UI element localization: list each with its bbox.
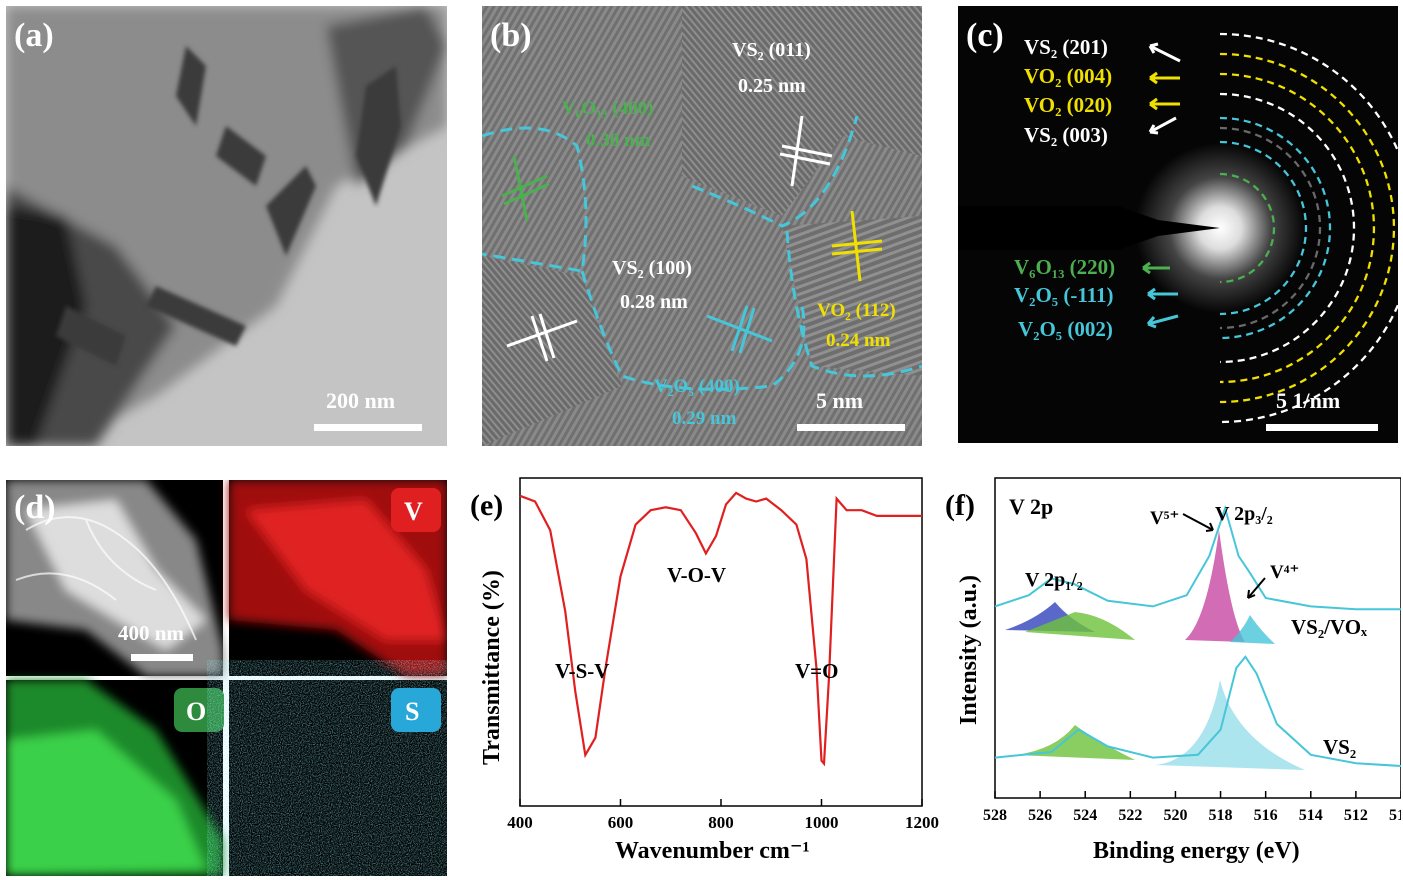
panel-b-hrtem-image: (b) VS₂ (011) 0.25 nm V₆O₁₃ (400) 0.30 n… xyxy=(482,6,922,446)
ring-label-2: VO₂ (004) xyxy=(1024,64,1112,88)
ring-label-3: VO₂ (020) xyxy=(1024,93,1112,117)
xps-x-axis-title: Binding energy (eV) xyxy=(1093,838,1300,864)
xps-peak-v2p32: V 2p₃/₂ xyxy=(1215,503,1273,525)
xps-x-tick-label: 528 xyxy=(983,807,1007,824)
xps-x-tick-label: 524 xyxy=(1073,807,1097,824)
ftir-plot-frame xyxy=(519,477,923,807)
panel-d-scale-bar xyxy=(131,654,193,661)
ftir-y-axis-title: Transmittance (%) xyxy=(479,570,505,765)
v2o5-400-label: V₂O₅ (400) xyxy=(654,376,740,397)
panel-f-label: (f) xyxy=(945,489,975,522)
ring-label-7: V₂O₅ (002) xyxy=(1018,317,1113,341)
ring-label-4: VS₂ (003) xyxy=(1024,123,1108,147)
xps-peak-v2p: V 2p xyxy=(1009,494,1053,519)
ftir-x-tick-label: 600 xyxy=(608,813,634,832)
panel-f-xps-chart: 528526524522520518516514512510 (f) V 2p … xyxy=(945,470,1401,875)
panel-d-eds-maps: V O S (d) 400 nm xyxy=(6,480,447,876)
ftir-peak-vo: V=O xyxy=(795,659,838,683)
panel-a-label: (a) xyxy=(14,17,54,54)
panel-d-label: (d) xyxy=(14,489,56,526)
ftir-x-axis-title: Wavenumber cm⁻¹ xyxy=(615,838,810,864)
xps-peak-v4plus: V⁴⁺ xyxy=(1270,562,1299,583)
vo2-112-label: VO₂ (112) xyxy=(817,300,896,321)
xps-x-tick-label: 522 xyxy=(1118,807,1142,824)
vs2-100-label: VS₂ (100) xyxy=(612,257,692,279)
xps-y-axis-title: Intensity (a.u.) xyxy=(956,575,982,725)
ftir-peak-vsv: V-S-V xyxy=(555,659,609,683)
xps-trace-label-vs2-vox: VS₂/VOₓ xyxy=(1291,615,1368,639)
vs2-011-spacing: 0.25 nm xyxy=(738,75,806,97)
s-element-map: S xyxy=(229,680,447,876)
ftir-x-tick-label: 1000 xyxy=(805,813,839,832)
xps-x-tick-label: 510 xyxy=(1389,807,1401,824)
o-element-map: O xyxy=(6,680,224,876)
o-map-label: O xyxy=(186,697,206,726)
xps-x-tick-label: 516 xyxy=(1254,807,1278,824)
xps-x-tick-label: 512 xyxy=(1344,807,1368,824)
ftir-x-tick-label: 1200 xyxy=(905,813,939,832)
vs2-100-spacing: 0.28 nm xyxy=(620,291,688,313)
panel-b-scale-bar-label: 5 nm xyxy=(816,388,863,413)
s-map-label: S xyxy=(405,697,419,726)
vo2-112-spacing: 0.24 nm xyxy=(826,330,891,351)
v-element-map: V xyxy=(229,480,447,676)
panel-e-ftir-chart: 400 600 800 1000 1200 (e) V-S-V V-O-V V=O Wa… xyxy=(465,470,945,875)
vs2-011-label: VS₂ (011) xyxy=(732,39,811,61)
xps-fit-components xyxy=(1005,530,1305,770)
ftir-x-tick-label: 800 xyxy=(708,813,734,832)
panel-e-label: (e) xyxy=(470,489,503,522)
ring-label-5: V₆O₁₃ (220) xyxy=(1014,255,1115,279)
haadf-image xyxy=(6,480,223,676)
xps-trace-vs2 xyxy=(994,655,1401,767)
xps-plot-frame xyxy=(994,477,1401,799)
xps-trace-vs2-vox xyxy=(994,504,1401,611)
ring-label-6: V₂O₅ (-111) xyxy=(1014,283,1114,307)
panel-a-scale-bar xyxy=(314,424,422,431)
xps-peak-v5plus: V⁵⁺ xyxy=(1150,508,1179,529)
v2o5-400-spacing: 0.29 nm xyxy=(672,408,737,429)
v6o13-400-label: V₆O₁₃ (400) xyxy=(562,98,654,119)
xps-trace-label-vs2: VS₂ xyxy=(1323,735,1356,759)
panel-c-scale-bar xyxy=(1266,424,1378,431)
panel-c-label: (c) xyxy=(966,17,1004,54)
xps-x-tick-label: 518 xyxy=(1209,807,1233,824)
v-map-label: V xyxy=(404,497,423,526)
panel-a-tem-image: (a) 200 nm xyxy=(6,6,447,446)
ftir-peak-vov: V-O-V xyxy=(667,563,726,587)
v6o13-400-spacing: 0.30 nm xyxy=(586,130,651,151)
panel-a-scale-bar-label: 200 nm xyxy=(326,388,395,413)
xps-peak-v2p12: V 2p₁/₂ xyxy=(1025,569,1083,591)
panel-b-label: (b) xyxy=(490,17,532,54)
xps-x-tick-label: 520 xyxy=(1163,807,1187,824)
panel-d-scale-bar-label: 400 nm xyxy=(118,621,184,645)
ftir-series-line xyxy=(519,491,922,767)
panel-c-saed-pattern: (c) VS₂ (201) VO₂ (004) VO₂ (020) VS₂ (0… xyxy=(958,6,1398,443)
xps-x-tick-label: 526 xyxy=(1028,807,1052,824)
panel-b-scale-bar xyxy=(797,424,905,431)
panel-c-scale-bar-label: 5 1/nm xyxy=(1276,388,1340,413)
ftir-x-tick-label: 400 xyxy=(507,813,533,832)
ring-label-1: VS₂ (201) xyxy=(1024,35,1108,59)
xps-x-tick-label: 514 xyxy=(1299,807,1323,824)
